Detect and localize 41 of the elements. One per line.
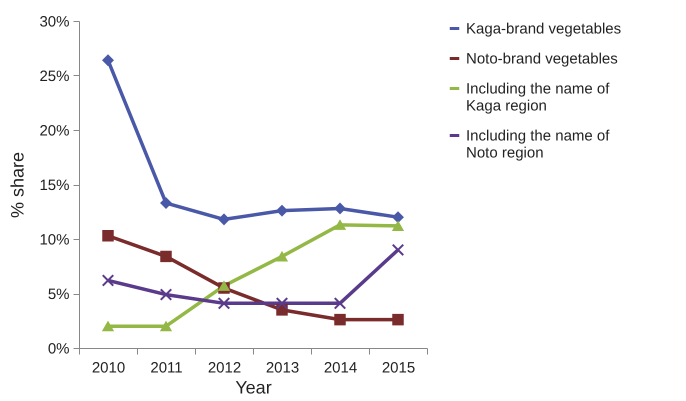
point — [392, 211, 404, 223]
x-tick-label: 2010 — [92, 360, 126, 376]
x-axis-title: Year — [235, 378, 272, 398]
y-tick-label: 5% — [48, 286, 70, 303]
point — [218, 214, 230, 226]
point — [102, 274, 114, 287]
y-tick-label: 20% — [39, 122, 70, 140]
x-tick-label: 2013 — [266, 360, 300, 376]
point — [102, 54, 114, 66]
y-tick-label: 30% — [39, 14, 70, 30]
y-tick-label: 15% — [39, 177, 70, 194]
point — [334, 220, 346, 230]
x-tick-label: 2011 — [150, 360, 183, 376]
x-tick-label: 2015 — [382, 360, 416, 376]
point — [276, 297, 288, 310]
point — [102, 321, 114, 332]
x-tick-label: 2014 — [324, 360, 358, 376]
point — [334, 202, 346, 214]
point — [218, 297, 230, 310]
point — [102, 230, 114, 242]
point — [218, 280, 230, 291]
y-axis-title: % share — [7, 152, 28, 218]
legend-label: Including the name of Kaga region — [466, 80, 610, 114]
point — [160, 321, 172, 332]
point — [334, 314, 346, 326]
y-tick-label: 10% — [39, 232, 70, 248]
y-tick-label: 0% — [48, 340, 70, 358]
point — [392, 244, 404, 256]
point — [276, 251, 288, 262]
point — [392, 220, 404, 231]
legend-label: Including the name of Noto region — [466, 128, 610, 162]
legend-label: Noto-brand vegetables — [466, 50, 618, 68]
legend-label: Kaga-brand vegetables — [466, 20, 622, 38]
point — [160, 197, 172, 209]
y-tick-label: 25% — [39, 68, 70, 85]
point — [276, 204, 288, 216]
point — [160, 288, 172, 301]
point — [160, 250, 172, 262]
point — [334, 297, 346, 310]
point — [392, 314, 404, 326]
x-tick-label: 2012 — [208, 360, 242, 376]
